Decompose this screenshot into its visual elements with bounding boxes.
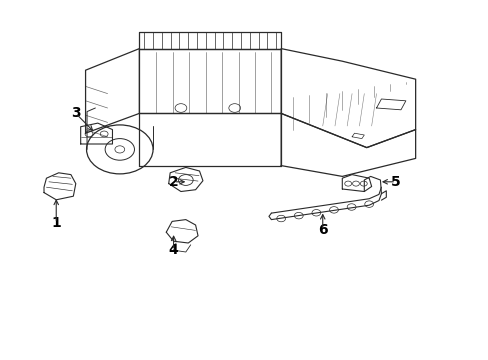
Text: 1: 1: [51, 216, 61, 230]
Text: 4: 4: [168, 243, 178, 257]
Text: 5: 5: [390, 175, 400, 189]
Text: 3: 3: [71, 107, 81, 120]
Text: 6: 6: [317, 224, 327, 237]
Text: 2: 2: [168, 175, 178, 189]
